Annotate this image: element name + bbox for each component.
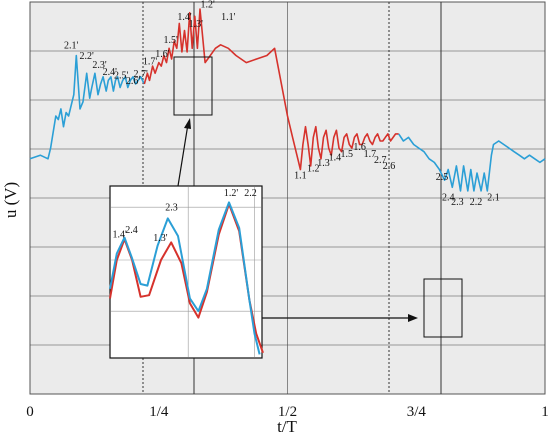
point-label: 1.6 — [353, 142, 366, 153]
point-label: 2.4 — [442, 193, 455, 204]
x-tick-label: 0 — [26, 404, 34, 420]
series-lines — [29, 8, 546, 192]
inset-annotations: 2.3 1.2' 2.2 1.4'2.4 1.3' — [113, 188, 257, 244]
point-label: 2.3' — [92, 60, 107, 71]
point-label: 2.4' — [103, 67, 118, 78]
inset-point-label: 2.2 — [244, 188, 256, 199]
point-label: 2.5 — [436, 172, 449, 183]
point-label: 1.2' — [201, 0, 216, 10]
point-label: 2.1' — [64, 40, 79, 51]
point-label: 2.2 — [470, 197, 483, 208]
point-label: 2.1 — [487, 193, 500, 204]
inset-point-label: 1.4' — [113, 230, 128, 241]
point-label: 1.5' — [163, 35, 178, 46]
point-label: 1.4' — [177, 12, 192, 23]
point-label: 2.2' — [80, 51, 95, 62]
point-label: 1.4 — [329, 153, 342, 164]
zoom-box-upper — [173, 56, 213, 116]
zoom-box-lower — [423, 278, 463, 338]
pointer-arrowhead-right — [408, 314, 418, 322]
point-label: 2.7' — [134, 69, 149, 80]
pointer-arrowhead-up — [184, 118, 191, 129]
pointer-arrow-up — [177, 123, 189, 187]
x-axis-label: t/T — [277, 417, 297, 436]
point-label: 1.7 — [364, 149, 377, 160]
point-label: 1.7' — [143, 56, 158, 67]
point-label: 1.3' — [189, 19, 204, 30]
point-label: 1.1 — [294, 170, 307, 181]
inset-point-label: 2.4 — [125, 225, 138, 236]
y-axis-label: u (V) — [1, 182, 20, 218]
x-tick-label: 3/4 — [407, 404, 427, 420]
point-label: 2.6 — [383, 161, 396, 172]
x-tick-labels: 0 1/4 1/2 3/4 1 — [26, 404, 549, 420]
inset-background — [109, 185, 263, 359]
series-line-blue — [398, 133, 546, 192]
x-tick-label: 1/2 — [278, 404, 297, 420]
inset-series-lines — [109, 201, 264, 355]
x-tick-label: 1 — [541, 404, 549, 420]
point-label: 2.6' — [126, 76, 141, 87]
x-tick-label: 1/4 — [149, 404, 169, 420]
inset-point-label: 1.3' — [153, 233, 168, 244]
point-label: 1.3 — [317, 158, 330, 169]
plot-panel: 2.1'2.2'2.3'2.4'2.5'2.6'2.7' 1.7'1.6' 1.5'… — [29, 0, 546, 395]
series-line-blue — [29, 54, 146, 160]
inset: 2.3 1.2' 2.2 1.4'2.4 1.3' — [109, 185, 264, 359]
point-label: 1.2 — [307, 163, 320, 174]
point-label: 2.3 — [451, 197, 464, 208]
point-label: 1.1' — [221, 12, 236, 23]
series-line-red — [143, 8, 399, 171]
point-label: 1.5 — [340, 149, 353, 160]
inset-point-label: 2.3 — [165, 202, 178, 213]
inset-point-label: 1.2' — [224, 188, 239, 199]
point-label: 2.5' — [114, 71, 129, 82]
annotations: 2.1'2.2'2.3'2.4'2.5'2.6'2.7' 1.7'1.6' 1.5'… — [64, 0, 500, 208]
point-label: 1.6' — [155, 49, 170, 60]
point-label: 2.7 — [374, 155, 387, 166]
inset-series-line-blue — [109, 201, 261, 355]
